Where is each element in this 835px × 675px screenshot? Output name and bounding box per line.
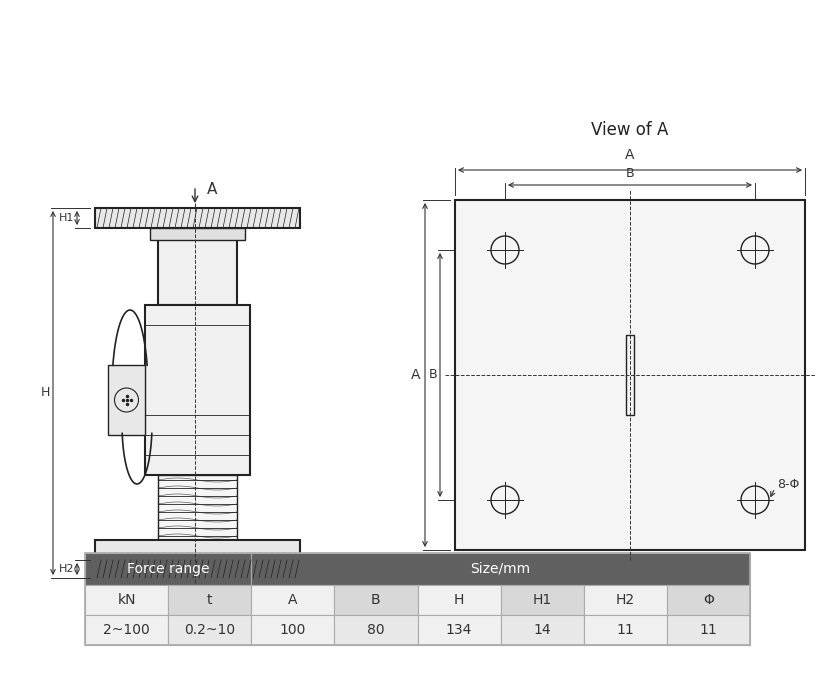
Text: 8-Φ: 8-Φ — [777, 479, 799, 491]
Bar — [584, 585, 667, 615]
Text: B: B — [428, 369, 437, 381]
Text: 11: 11 — [700, 623, 717, 637]
Text: 0.2~10: 0.2~10 — [185, 623, 235, 637]
Bar — [85, 585, 168, 615]
Text: A: A — [288, 593, 297, 607]
Bar — [168, 585, 251, 615]
Text: t: t — [207, 593, 212, 607]
Bar — [584, 615, 667, 645]
Text: Force range: Force range — [127, 562, 210, 576]
Text: H: H — [454, 593, 464, 607]
Bar — [251, 585, 334, 615]
Text: H2: H2 — [615, 593, 635, 607]
Bar — [85, 553, 750, 645]
Bar — [85, 615, 168, 645]
Bar — [158, 228, 237, 305]
Text: H1: H1 — [533, 593, 552, 607]
Bar — [168, 615, 251, 645]
Bar — [85, 553, 251, 585]
Text: View of A: View of A — [591, 121, 669, 139]
Bar — [418, 585, 501, 615]
Bar — [418, 615, 501, 645]
Bar — [95, 208, 300, 228]
Text: H2: H2 — [58, 564, 74, 574]
Text: A: A — [625, 148, 635, 162]
Bar — [150, 228, 245, 240]
Bar — [251, 615, 334, 645]
Text: Φ: Φ — [703, 593, 714, 607]
Bar — [626, 335, 634, 415]
Text: H1: H1 — [58, 213, 74, 223]
Bar — [95, 540, 300, 560]
Text: Size/mm: Size/mm — [471, 562, 531, 576]
Bar — [108, 365, 145, 435]
Bar — [95, 560, 300, 578]
Text: A: A — [207, 182, 217, 198]
Text: 14: 14 — [534, 623, 551, 637]
Text: kN: kN — [117, 593, 136, 607]
Text: B: B — [625, 167, 635, 180]
Text: 11: 11 — [616, 623, 635, 637]
Text: B: B — [371, 593, 381, 607]
Bar — [667, 585, 750, 615]
Bar — [501, 615, 584, 645]
Text: A: A — [411, 368, 420, 382]
Text: 2~100: 2~100 — [104, 623, 150, 637]
Bar — [455, 200, 805, 550]
Bar — [667, 615, 750, 645]
Bar — [334, 585, 418, 615]
Text: 100: 100 — [280, 623, 306, 637]
Text: 134: 134 — [446, 623, 473, 637]
Bar — [145, 305, 250, 475]
Bar — [334, 615, 418, 645]
Text: H: H — [41, 387, 50, 400]
Bar — [501, 585, 584, 615]
Bar — [158, 475, 237, 540]
Bar — [251, 553, 750, 585]
Text: 80: 80 — [367, 623, 385, 637]
